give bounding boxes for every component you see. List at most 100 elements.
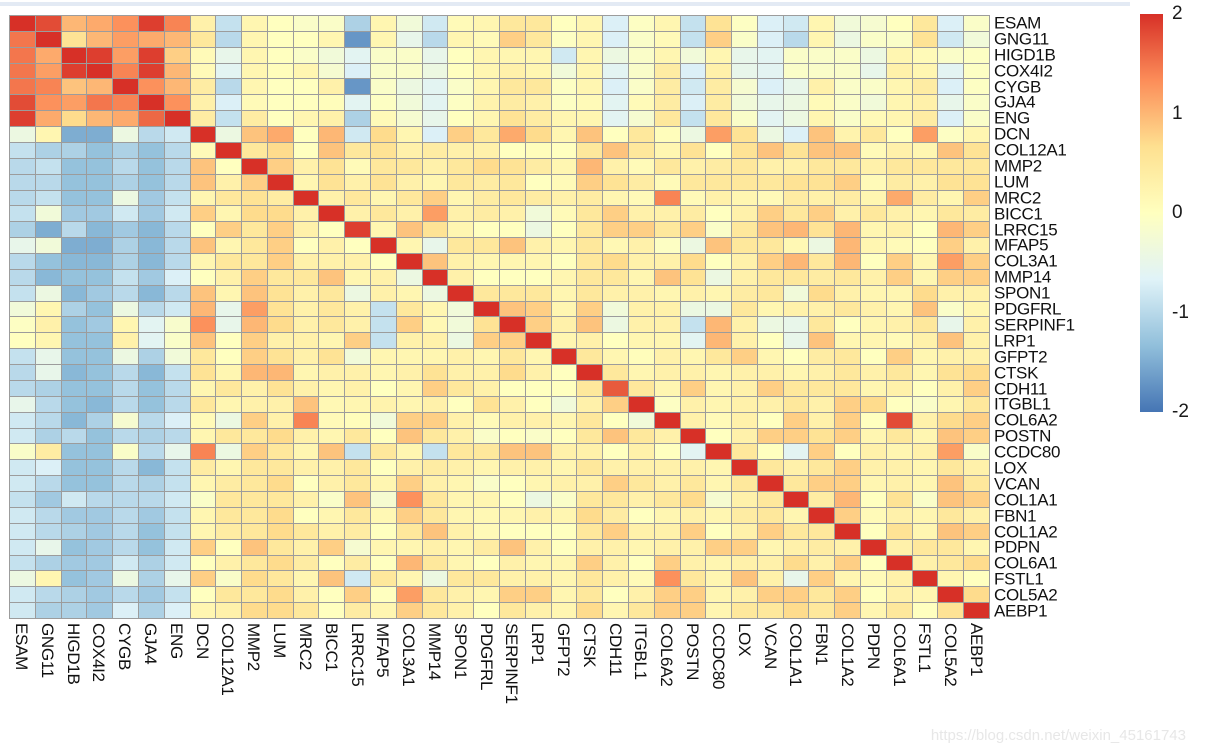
col-label: DCN xyxy=(192,623,212,659)
heatmap-cell xyxy=(113,380,138,396)
heatmap-cell xyxy=(783,285,809,301)
heatmap-cell xyxy=(732,190,757,206)
heatmap-cell xyxy=(10,206,35,222)
heatmap-cell xyxy=(371,31,396,47)
heatmap-cell xyxy=(293,111,319,127)
heatmap-cell xyxy=(474,63,499,79)
heatmap-cell xyxy=(809,47,835,63)
heatmap-cell xyxy=(757,127,783,142)
heatmap-cell xyxy=(886,444,912,460)
heatmap-cell xyxy=(319,206,345,222)
heatmap-cell xyxy=(551,333,577,349)
heatmap-cell xyxy=(757,333,783,349)
heatmap-cell xyxy=(706,380,732,396)
heatmap-cell xyxy=(422,460,448,476)
heatmap-cell xyxy=(912,127,938,142)
heatmap-cell xyxy=(680,127,706,142)
heatmap-cell xyxy=(654,587,680,603)
heatmap-cell xyxy=(603,79,628,95)
heatmap-cell xyxy=(654,47,680,63)
heatmap-cell xyxy=(706,222,732,238)
heatmap-cell xyxy=(809,127,835,142)
row-label: FSTL1 xyxy=(994,569,1044,589)
heatmap-cell xyxy=(396,603,422,618)
heatmap-cell xyxy=(938,254,964,269)
heatmap-cell xyxy=(345,396,371,412)
heatmap-cell xyxy=(293,63,319,79)
heatmap-cell xyxy=(525,412,551,428)
heatmap-cell xyxy=(783,365,809,380)
col-label: GNG11 xyxy=(37,623,57,678)
heatmap-cell xyxy=(138,63,164,79)
heatmap-cell xyxy=(500,492,525,507)
heatmap-cell xyxy=(448,190,474,206)
heatmap-cell xyxy=(216,190,242,206)
heatmap-cell xyxy=(706,317,732,333)
heatmap-cell xyxy=(964,555,989,571)
heatmap-cell xyxy=(938,571,964,587)
heatmap-cell xyxy=(371,95,396,111)
heatmap-cell xyxy=(61,285,87,301)
heatmap-cell xyxy=(551,476,577,492)
heatmap-cell xyxy=(319,79,345,95)
heatmap-cell xyxy=(628,16,654,31)
heatmap-cell xyxy=(371,349,396,365)
heatmap-cell xyxy=(345,380,371,396)
heatmap-cell xyxy=(706,190,732,206)
heatmap-cell xyxy=(242,571,267,587)
heatmap-cell xyxy=(371,222,396,238)
heatmap-cell xyxy=(628,222,654,238)
col-label: COL5A2 xyxy=(941,623,961,687)
heatmap-cell xyxy=(164,47,190,63)
row-label: CTSK xyxy=(994,363,1039,383)
heatmap-cell xyxy=(35,349,61,365)
heatmap-cell xyxy=(448,269,474,285)
col-label: COX4I2 xyxy=(89,623,109,682)
col-label: LRRC15 xyxy=(347,623,367,687)
heatmap-cell xyxy=(551,190,577,206)
heatmap-cell xyxy=(912,190,938,206)
heatmap-cell xyxy=(164,174,190,190)
heatmap-cell xyxy=(525,301,551,317)
heatmap-cell xyxy=(706,460,732,476)
heatmap-cell xyxy=(396,79,422,95)
heatmap-cell xyxy=(396,206,422,222)
heatmap-cell xyxy=(190,444,216,460)
heatmap-cell xyxy=(886,317,912,333)
heatmap-cell xyxy=(10,396,35,412)
heatmap-cell xyxy=(964,222,989,238)
heatmap-cell xyxy=(164,63,190,79)
heatmap-cell xyxy=(551,301,577,317)
row-label: PDPN xyxy=(994,537,1041,557)
heatmap-cell xyxy=(422,539,448,555)
heatmap-cell xyxy=(448,79,474,95)
heatmap-cell xyxy=(835,380,861,396)
heatmap-cell xyxy=(61,571,87,587)
heatmap-cell xyxy=(371,571,396,587)
heatmap-cell xyxy=(912,555,938,571)
heatmap-cell xyxy=(216,158,242,174)
heatmap-cell xyxy=(706,269,732,285)
heatmap-cell xyxy=(654,31,680,47)
heatmap-cell xyxy=(345,190,371,206)
heatmap-cell xyxy=(242,31,267,47)
heatmap-cell xyxy=(783,142,809,158)
heatmap-cell xyxy=(448,396,474,412)
heatmap-cell xyxy=(61,428,87,444)
heatmap-cell xyxy=(242,79,267,95)
heatmap-cell xyxy=(732,444,757,460)
heatmap-cell xyxy=(242,63,267,79)
heatmap-cell xyxy=(293,365,319,380)
heatmap-cell xyxy=(809,63,835,79)
col-label: COL6A2 xyxy=(657,623,677,687)
heatmap-cell xyxy=(809,285,835,301)
heatmap-cell xyxy=(732,587,757,603)
heatmap-cell xyxy=(551,111,577,127)
heatmap-cell xyxy=(783,31,809,47)
heatmap-cell xyxy=(216,254,242,269)
heatmap-cell xyxy=(61,158,87,174)
heatmap-cell xyxy=(783,47,809,63)
col-label: LUM xyxy=(270,623,290,658)
heatmap-cell xyxy=(190,79,216,95)
heatmap-cell xyxy=(474,127,499,142)
